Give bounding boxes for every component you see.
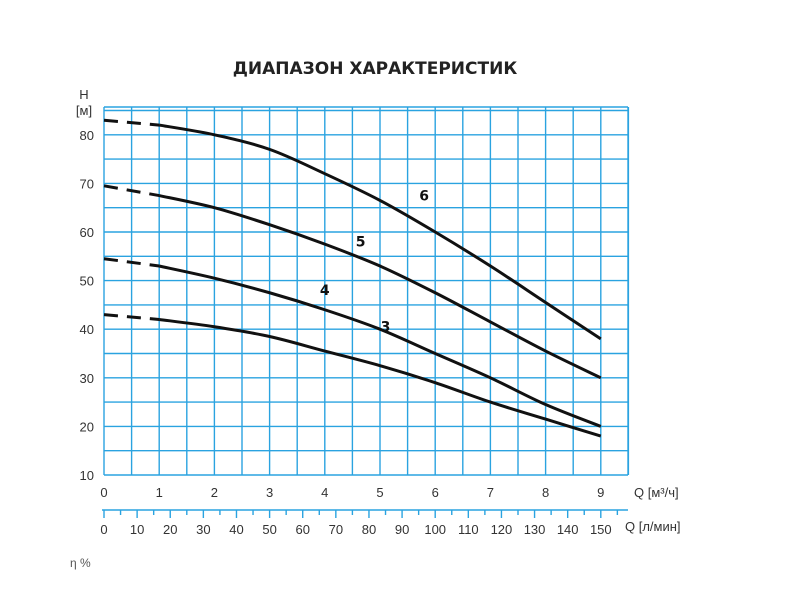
x2-tick-label: 30 — [196, 522, 210, 537]
series-4-dashed-segment — [103, 257, 160, 268]
x2-tick-label: 150 — [590, 522, 612, 537]
y-tick-label: 60 — [80, 225, 94, 240]
series-6-line — [158, 123, 602, 341]
series-6-dashed-segment — [103, 118, 160, 127]
x-tick-label: 3 — [266, 485, 273, 500]
x-tick-label: 0 — [100, 485, 107, 500]
grid — [103, 106, 630, 476]
series-lines — [103, 118, 602, 438]
x-tick-label: 2 — [211, 485, 218, 500]
series-6-label: 6 — [419, 188, 429, 204]
y-tick-label: 20 — [80, 419, 94, 434]
x2-tick-label: 80 — [362, 522, 376, 537]
x-tick-labels: 0 1 2 3 4 5 6 7 8 9 — [100, 485, 604, 500]
x2-tick-label: 0 — [100, 522, 107, 537]
x-tick-label: 1 — [156, 485, 163, 500]
x-tick-label: 7 — [487, 485, 494, 500]
series-4-label: 4 — [320, 283, 330, 299]
y-axis-unit: [м] — [76, 103, 92, 118]
x2-tick-label: 20 — [163, 522, 177, 537]
x-tick-label: 6 — [432, 485, 439, 500]
y-tick-label: 70 — [80, 176, 94, 191]
y-tick-label: 50 — [80, 274, 94, 289]
series-3-dashed-segment — [103, 313, 160, 321]
y-tick-labels: 10 20 30 40 50 60 70 80 — [80, 128, 94, 483]
y-tick-label: 80 — [80, 128, 94, 143]
x-tick-label: 9 — [597, 485, 604, 500]
x2-tick-label: 10 — [130, 522, 144, 537]
x2-tick-label: 110 — [458, 522, 479, 537]
x2-tick-label: 140 — [557, 522, 579, 537]
y-tick-label: 40 — [80, 322, 94, 337]
y-tick-label: 10 — [80, 468, 94, 483]
y-axis-symbol: H — [79, 87, 88, 102]
series-5-label: 5 — [356, 235, 366, 251]
x2-tick-label: 100 — [424, 522, 446, 537]
x-tick-label: 8 — [542, 485, 549, 500]
x2-tick-label: 70 — [329, 522, 343, 537]
x-axis-label: Q [м³/ч] — [634, 485, 679, 500]
efficiency-label: η % — [70, 556, 91, 570]
x-tick-label: 4 — [321, 485, 328, 500]
series-labels: 3 4 5 6 — [320, 188, 429, 335]
x2-tick-label: 130 — [524, 522, 546, 537]
x2-tick-label: 60 — [295, 522, 309, 537]
x2-tick-label: 90 — [395, 522, 409, 537]
chart-title: ДИАПАЗОН ХАРАКТЕРИСТИК — [233, 59, 518, 79]
y-tick-label: 30 — [80, 371, 94, 386]
series-4-line — [158, 264, 602, 428]
series-3-label: 3 — [381, 320, 391, 336]
x2-tick-label: 120 — [491, 522, 513, 537]
series-3-line — [159, 317, 602, 438]
x2-tick-label: 50 — [262, 522, 276, 537]
series-5-line — [158, 194, 602, 380]
x-tick-label: 5 — [376, 485, 383, 500]
x2-tick-label: 40 — [229, 522, 243, 537]
x2-axis: 0 10 20 30 40 50 60 70 80 90 100 110 120 130 140 150 — [100, 509, 628, 537]
series-5-dashed-segment — [103, 184, 160, 198]
x2-axis-label: Q [л/мин] — [625, 519, 681, 534]
